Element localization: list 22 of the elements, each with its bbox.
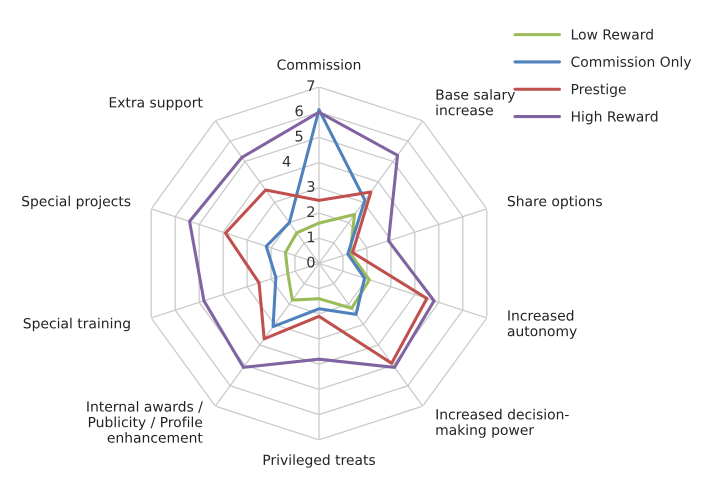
spoke-label: Share options: [508, 196, 602, 210]
y-tick-label: 4: [282, 156, 290, 167]
y-tick-label: 6: [295, 105, 303, 116]
y-tick-label: 0: [307, 256, 315, 268]
y-tick-label: 1: [308, 232, 314, 242]
y-tick-label: 2: [307, 206, 314, 218]
spoke-label: Extra support: [110, 97, 203, 110]
spoke-label: Base salary increase: [436, 89, 516, 116]
legend-label: Prestige: [572, 84, 626, 98]
spoke-label: Special projects: [22, 196, 130, 210]
spoke-label: Special training: [24, 318, 130, 332]
legend-label: Low Reward: [572, 28, 653, 40]
y-tick-label: 5: [296, 130, 302, 142]
spoke-label: Internal awards / Publicity / Profile enhancement: [87, 401, 203, 443]
spoke-label: Increased decision- making power: [436, 408, 569, 438]
legend-label: Commission Only: [571, 56, 692, 70]
legend-label: High Reward: [572, 110, 658, 124]
spoke-label: Increased autonomy: [508, 310, 577, 339]
y-tick-label: 7: [307, 80, 314, 91]
spoke-label: Commission: [277, 59, 360, 70]
spoke-label: Privileged treats: [264, 454, 375, 468]
y-tick-label: 3: [307, 180, 314, 192]
